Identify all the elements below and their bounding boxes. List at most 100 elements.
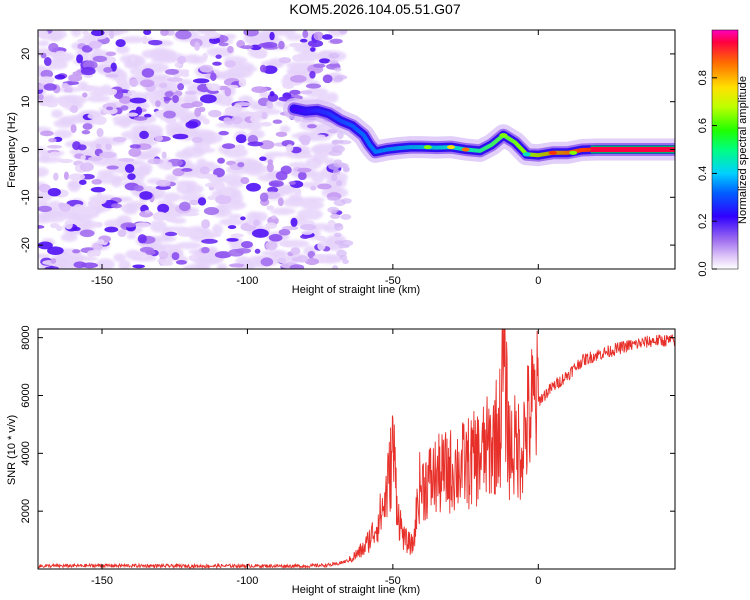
colorbar-tick-label: 0.4	[697, 166, 709, 181]
noise-blob	[322, 34, 333, 40]
noise-blob	[298, 154, 313, 159]
noise-blob	[177, 83, 185, 91]
snr-line	[38, 329, 675, 569]
noise-blob	[50, 258, 57, 264]
noise-blob	[218, 42, 229, 47]
noise-blob	[334, 74, 348, 80]
noise-blob	[340, 214, 352, 220]
noise-blob	[117, 229, 127, 237]
noise-blob	[60, 233, 78, 242]
noise-blob	[103, 67, 113, 73]
noise-blob	[201, 246, 210, 254]
noise-blob	[47, 188, 61, 197]
noise-blob	[260, 257, 274, 267]
noise-blob	[183, 263, 210, 269]
noise-blob	[51, 109, 64, 119]
top-ytick-label: 0	[20, 146, 32, 152]
noise-blob	[53, 172, 59, 181]
noise-blob	[64, 219, 73, 230]
noise-blob	[106, 106, 114, 111]
noise-blob	[262, 41, 278, 49]
snr-frame	[37, 328, 676, 570]
noise-blob	[92, 88, 104, 98]
noise-blob	[277, 188, 291, 195]
noise-blob	[124, 56, 146, 68]
noise-blob	[309, 70, 316, 79]
noise-blob	[113, 253, 126, 263]
snr-series	[38, 329, 675, 569]
bottom-ytick-label: 8000	[20, 325, 32, 349]
noise-blob	[50, 223, 60, 229]
noise-blob	[133, 116, 148, 121]
noise-blob	[307, 124, 317, 129]
noise-blob	[79, 162, 94, 172]
noise-blob	[103, 30, 130, 35]
noise-blob	[297, 171, 307, 181]
noise-blob	[139, 191, 153, 200]
noise-blob	[328, 59, 339, 65]
noise-blob	[175, 259, 188, 265]
noise-blob	[38, 205, 52, 213]
noise-blob	[288, 181, 296, 185]
noise-blob	[158, 250, 169, 260]
bottom-x-axis: -150 -100 -50 0	[91, 329, 541, 587]
noise-blob	[121, 223, 137, 228]
noise-blob	[207, 83, 221, 92]
noise-blob	[104, 226, 119, 233]
noise-blob	[124, 163, 135, 174]
noise-blob	[135, 143, 152, 151]
noise-blob	[299, 38, 308, 43]
noise-blob	[141, 68, 155, 78]
noise-blob	[166, 77, 183, 82]
noise-blob	[48, 42, 59, 53]
noise-blob	[251, 228, 269, 238]
noise-blob	[129, 97, 147, 104]
noise-blob	[205, 174, 218, 180]
noise-blob	[269, 31, 275, 41]
noise-blob	[320, 152, 330, 157]
noise-blob	[282, 81, 295, 90]
noise-blob	[316, 235, 326, 242]
noise-blob	[72, 204, 85, 214]
noise-blob	[208, 109, 222, 118]
noise-blob	[139, 246, 154, 253]
top-xtick-label: -100	[236, 275, 258, 287]
noise-blob	[268, 233, 283, 242]
noise-blob	[148, 39, 163, 46]
noise-blob	[161, 151, 167, 159]
noise-blob	[164, 174, 178, 183]
noise-blob	[228, 248, 244, 257]
noise-blob	[82, 123, 93, 130]
noise-blob	[334, 240, 344, 245]
noise-blob	[216, 263, 228, 269]
noise-blob	[213, 181, 226, 191]
noise-blob	[285, 144, 294, 153]
noise-blob	[144, 209, 151, 214]
noise-blob	[218, 130, 229, 136]
noise-blob	[88, 40, 102, 49]
noise-blob	[285, 61, 311, 69]
noise-blob	[336, 249, 347, 258]
noise-blob	[38, 241, 53, 250]
noise-blob	[317, 183, 332, 190]
noise-blob	[334, 223, 344, 231]
noise-blob	[72, 226, 81, 231]
bottom-y-axis-label: SNR (10 * v/v)	[6, 415, 18, 485]
noise-blob	[269, 91, 275, 97]
noise-blob	[227, 225, 237, 230]
noise-blob	[307, 39, 324, 48]
noise-blob	[175, 150, 193, 160]
top-ytick-label: -10	[20, 189, 32, 205]
noise-blob	[179, 183, 188, 192]
noise-blob	[299, 224, 317, 231]
noise-blob	[191, 101, 203, 108]
top-x-axis: -150 -100 -50 0	[91, 30, 541, 287]
noise-blob	[115, 39, 126, 48]
noise-blob	[310, 47, 316, 52]
noise-blob	[153, 48, 177, 60]
noise-blob	[117, 158, 135, 162]
noise-blob	[38, 225, 45, 229]
noise-blob	[215, 54, 222, 59]
noise-blob	[297, 255, 309, 263]
noise-blob	[79, 229, 95, 238]
